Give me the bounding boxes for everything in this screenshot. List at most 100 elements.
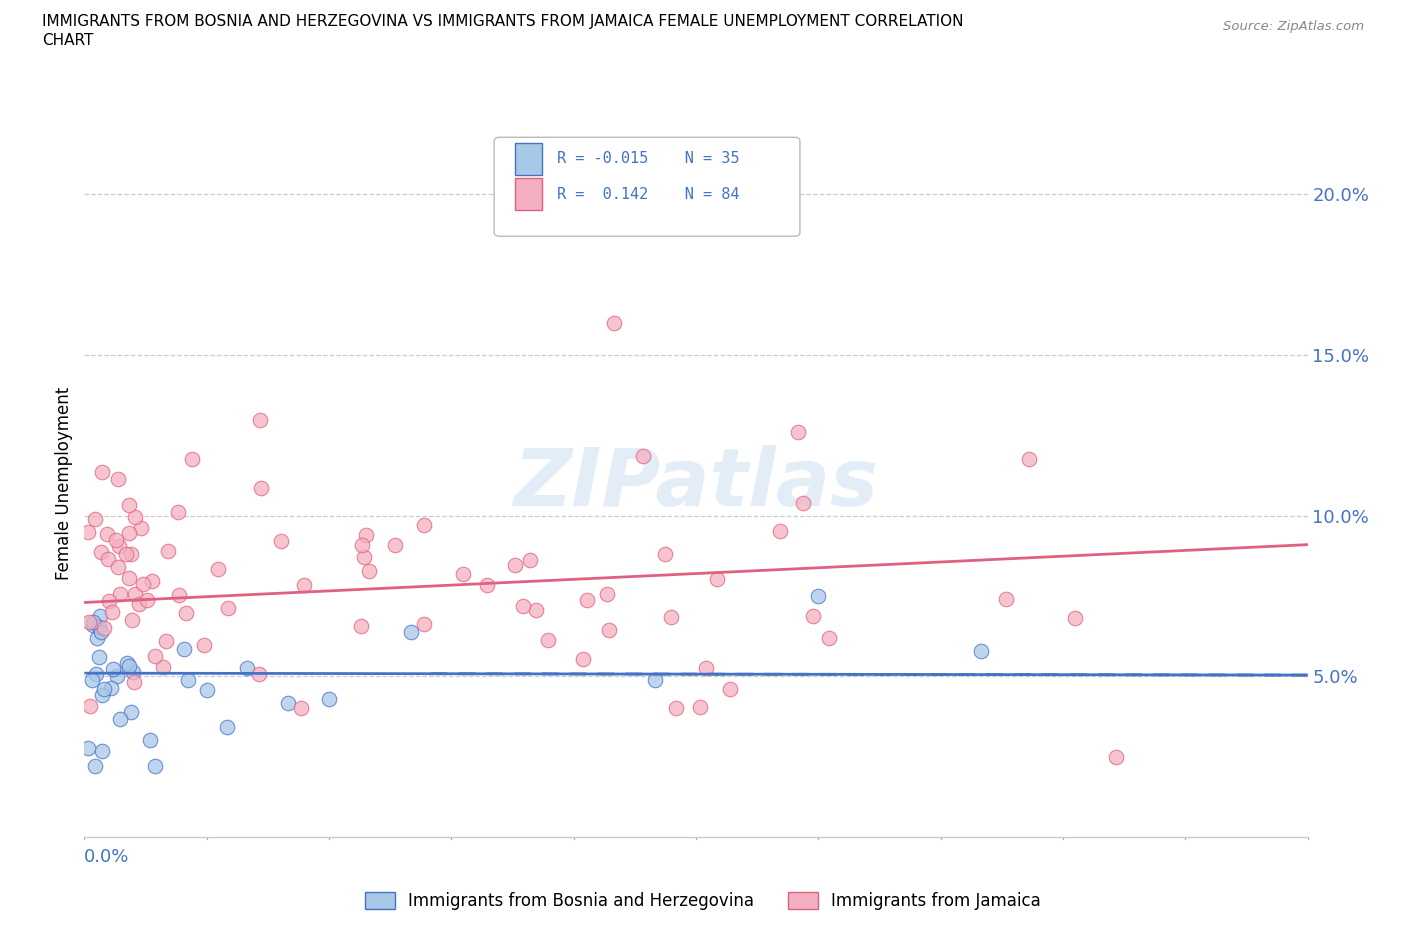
- Point: [90, 743, 112, 758]
- Point: [120, 546, 142, 561]
- Point: [384, 538, 406, 552]
- Point: [156, 543, 179, 558]
- Text: CHART: CHART: [42, 33, 94, 47]
- Point: [121, 613, 143, 628]
- Point: [82, 618, 104, 632]
- Point: [117, 498, 139, 512]
- Point: [177, 672, 200, 687]
- Point: [139, 733, 162, 748]
- Point: [572, 652, 595, 667]
- Point: [108, 711, 131, 726]
- Point: [290, 701, 312, 716]
- Point: [689, 699, 711, 714]
- Point: [152, 659, 174, 674]
- Point: [84, 667, 107, 682]
- Point: [83, 512, 105, 526]
- Point: [93, 682, 115, 697]
- Text: R =  0.142    N = 84: R = 0.142 N = 84: [557, 187, 740, 202]
- Point: [115, 656, 138, 671]
- Point: [519, 552, 541, 567]
- Point: [477, 578, 499, 592]
- Point: [98, 593, 121, 608]
- Point: [89, 619, 111, 634]
- Point: [107, 560, 129, 575]
- Point: [654, 546, 676, 561]
- Point: [695, 660, 717, 675]
- Point: [399, 625, 422, 640]
- Point: [818, 631, 841, 645]
- Point: [107, 538, 129, 553]
- Point: [718, 681, 741, 696]
- Point: [1018, 451, 1040, 466]
- Point: [706, 572, 728, 587]
- Point: [90, 545, 112, 560]
- Point: [180, 451, 202, 466]
- Point: [107, 472, 129, 486]
- Point: [598, 623, 620, 638]
- Point: [659, 609, 682, 624]
- Point: [101, 661, 124, 676]
- Point: [174, 606, 197, 621]
- Point: [503, 558, 526, 573]
- Point: [91, 464, 114, 479]
- Y-axis label: Female Unemployment: Female Unemployment: [55, 387, 73, 580]
- FancyBboxPatch shape: [515, 143, 541, 175]
- Text: R = -0.015    N = 35: R = -0.015 N = 35: [557, 152, 740, 166]
- Point: [787, 425, 810, 440]
- Point: [413, 617, 436, 631]
- Point: [155, 633, 177, 648]
- Point: [318, 691, 340, 706]
- Point: [970, 644, 993, 658]
- Point: [141, 574, 163, 589]
- Point: [122, 674, 145, 689]
- Point: [90, 687, 112, 702]
- Point: [1105, 750, 1128, 764]
- Point: [512, 598, 534, 613]
- Point: [644, 673, 666, 688]
- Point: [167, 588, 190, 603]
- Point: [135, 593, 157, 608]
- Point: [357, 564, 380, 578]
- Point: [89, 609, 111, 624]
- Point: [80, 672, 103, 687]
- Point: [105, 533, 128, 548]
- Legend: Immigrants from Bosnia and Herzegovina, Immigrants from Jamaica: Immigrants from Bosnia and Herzegovina, …: [359, 885, 1047, 917]
- Point: [115, 547, 138, 562]
- Point: [82, 615, 104, 630]
- Point: [97, 551, 120, 566]
- Point: [100, 681, 122, 696]
- Point: [236, 660, 259, 675]
- Point: [121, 665, 143, 680]
- Point: [96, 526, 118, 541]
- FancyBboxPatch shape: [494, 138, 800, 236]
- Point: [217, 720, 239, 735]
- Point: [166, 504, 188, 519]
- Text: ZIPatlas: ZIPatlas: [513, 445, 879, 523]
- Point: [575, 592, 598, 607]
- Text: IMMIGRANTS FROM BOSNIA AND HERZEGOVINA VS IMMIGRANTS FROM JAMAICA FEMALE UNEMPLO: IMMIGRANTS FROM BOSNIA AND HERZEGOVINA V…: [42, 14, 963, 29]
- Point: [807, 589, 830, 604]
- Point: [769, 524, 792, 538]
- Point: [350, 538, 373, 553]
- Point: [249, 413, 271, 428]
- Point: [118, 658, 141, 673]
- Point: [354, 527, 377, 542]
- Point: [217, 600, 239, 615]
- Point: [603, 315, 626, 330]
- Point: [128, 597, 150, 612]
- Point: [270, 534, 292, 549]
- Point: [801, 609, 824, 624]
- Point: [101, 604, 124, 619]
- Point: [90, 625, 112, 640]
- Point: [353, 549, 375, 564]
- Point: [524, 603, 547, 618]
- Point: [249, 481, 271, 496]
- Point: [193, 638, 215, 653]
- Point: [173, 642, 195, 657]
- Point: [87, 650, 110, 665]
- Point: [79, 698, 101, 713]
- Point: [77, 525, 100, 539]
- Point: [108, 587, 131, 602]
- FancyBboxPatch shape: [515, 179, 541, 210]
- Point: [129, 521, 152, 536]
